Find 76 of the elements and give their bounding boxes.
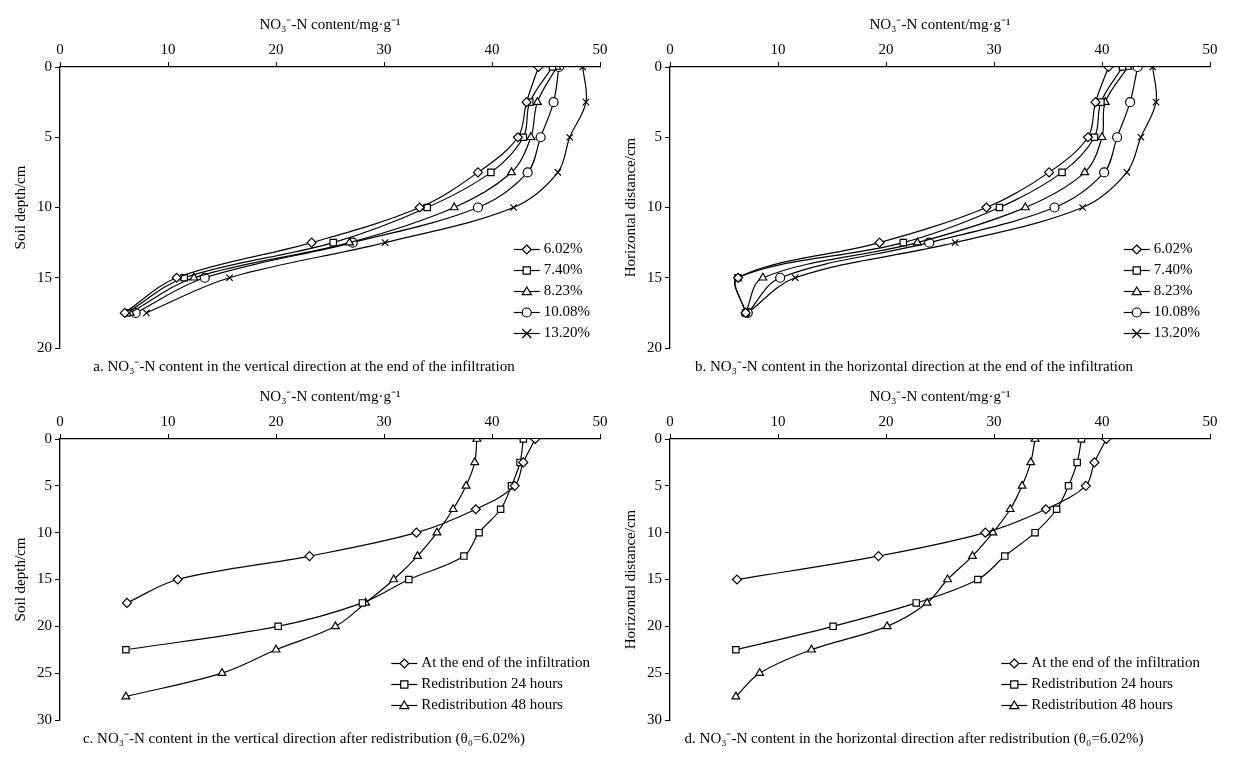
y-tick-label: 0 <box>44 57 52 74</box>
y-tick-label: 20 <box>37 338 52 355</box>
y-tick-label: 30 <box>647 710 662 727</box>
y-tick-label: 20 <box>647 617 662 634</box>
y-tick-label: 5 <box>654 476 662 493</box>
x-tick-label: 10 <box>160 40 176 57</box>
y-tick-label: 0 <box>654 57 662 74</box>
legend-label: 6.02% <box>543 240 583 257</box>
legend-label: 13.20% <box>1153 324 1200 341</box>
x-tick-label: 0 <box>666 40 674 57</box>
x-tick-label: 20 <box>268 412 284 429</box>
y-tick-label: 5 <box>44 128 52 145</box>
x-tick-label: 30 <box>986 412 1002 429</box>
y-tick-label: 15 <box>647 570 662 587</box>
x-tick-label: 0 <box>56 412 64 429</box>
y-axis-title: Horizontal distance/cm <box>621 137 638 278</box>
x-axis-title: NO₃⁻-N content/mg·g⁻¹ <box>869 15 1011 32</box>
legend-label: 10.08% <box>1153 303 1200 320</box>
x-tick-label: 50 <box>592 40 608 57</box>
x-tick-label: 0 <box>666 412 674 429</box>
legend-label: 7.40% <box>543 261 583 278</box>
y-tick-label: 5 <box>654 128 662 145</box>
y-tick-label: 15 <box>37 570 52 587</box>
legend-label: 8.23% <box>543 282 583 299</box>
y-tick-label: 0 <box>654 429 662 446</box>
legend-label: 10.08% <box>543 303 590 320</box>
x-tick-label: 0 <box>56 40 64 57</box>
x-tick-label: 40 <box>1094 412 1110 429</box>
legend-label: 13.20% <box>543 324 590 341</box>
x-tick-label: 40 <box>484 412 500 429</box>
y-tick-label: 10 <box>647 523 662 540</box>
text: d. NO₃⁻-N content in the horizontal direction after redistribution (θ₀=6.02%) <box>684 729 1144 747</box>
x-tick-label: 20 <box>878 412 894 429</box>
legend-label: 8.23% <box>1153 282 1193 299</box>
y-tick-label: 25 <box>647 664 662 681</box>
legend-label: 7.40% <box>1153 261 1193 278</box>
y-tick-label: 0 <box>44 429 52 446</box>
text: c. NO₃⁻-N content in the vertical direction after redistribution (θ₀=6.02%) <box>82 729 526 747</box>
y-axis-title: Soil depth/cm <box>11 165 28 250</box>
x-tick-label: 30 <box>376 40 392 57</box>
legend-label: 6.02% <box>1153 240 1193 257</box>
x-tick-label: 10 <box>770 40 786 57</box>
x-tick-label: 50 <box>1202 412 1218 429</box>
x-tick-label: 40 <box>484 40 500 57</box>
x-tick-label: 20 <box>878 40 894 57</box>
x-tick-label: 50 <box>1202 40 1218 57</box>
legend-label: At the end of the infiltration <box>1031 654 1201 671</box>
y-tick-label: 20 <box>647 338 662 355</box>
legend-label: Redistribution 24 hours <box>421 675 564 692</box>
x-tick-label: 10 <box>770 412 786 429</box>
legend-label: Redistribution 24 hours <box>1031 675 1174 692</box>
x-tick-label: 50 <box>592 412 608 429</box>
x-tick-label: 10 <box>160 412 176 429</box>
text: a. NO₃⁻-N content in the vertical direction at the end of the infiltration <box>93 357 516 374</box>
x-tick-label: 30 <box>376 412 392 429</box>
y-tick-label: 30 <box>37 710 52 727</box>
y-tick-label: 5 <box>44 476 52 493</box>
y-axis-title: Horizontal distance/cm <box>621 509 638 650</box>
x-tick-label: 30 <box>986 40 1002 57</box>
x-tick-label: 40 <box>1094 40 1110 57</box>
y-tick-label: 10 <box>37 198 52 215</box>
y-tick-label: 10 <box>647 198 662 215</box>
legend-label: Redistribution 48 hours <box>1031 696 1174 713</box>
y-tick-label: 15 <box>647 268 662 285</box>
x-axis-title: NO₃⁻-N content/mg·g⁻¹ <box>259 15 401 32</box>
x-axis-title: NO₃⁻-N content/mg·g⁻¹ <box>869 387 1011 404</box>
y-tick-label: 10 <box>37 523 52 540</box>
y-tick-label: 25 <box>37 664 52 681</box>
text: b. NO₃⁻-N content in the horizontal direction at the end of the infiltration <box>694 357 1134 374</box>
y-tick-label: 15 <box>37 268 52 285</box>
x-tick-label: 20 <box>268 40 284 57</box>
y-tick-label: 20 <box>37 617 52 634</box>
x-axis-title: NO₃⁻-N content/mg·g⁻¹ <box>259 387 401 404</box>
legend-label: Redistribution 48 hours <box>421 696 564 713</box>
y-axis-title: Soil depth/cm <box>11 537 28 622</box>
legend-label: At the end of the infiltration <box>421 654 591 671</box>
